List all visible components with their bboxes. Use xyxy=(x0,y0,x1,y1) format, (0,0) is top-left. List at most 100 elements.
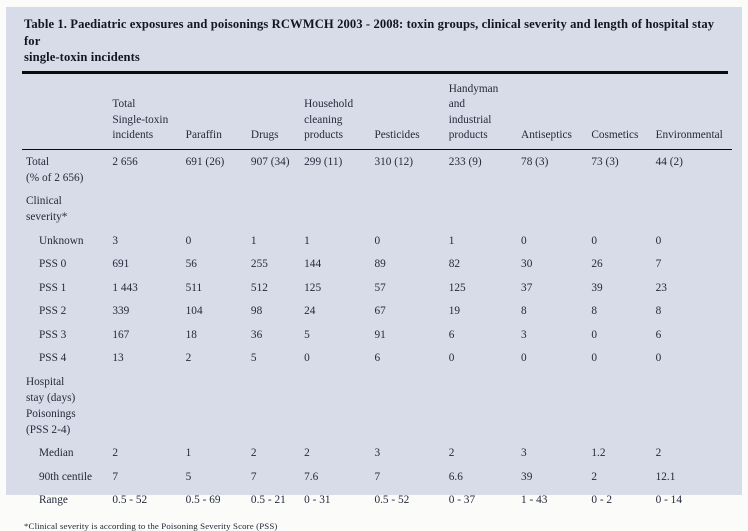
table-row: PSS 1 1 443 511 512 125 57 125 37 39 23 xyxy=(22,276,732,300)
title-rule xyxy=(22,70,728,74)
table-cell: 1.2 xyxy=(591,447,606,460)
row-label: PSS 0 xyxy=(39,258,67,271)
table-cell: 0 xyxy=(521,234,527,247)
table-cell: 5 xyxy=(250,352,257,365)
table-row: Range 0.5 - 52 0.5 - 69 0.5 - 21 0 - 31 0.5 -… xyxy=(22,488,732,512)
table-cell xyxy=(372,189,446,229)
table-row: 90th centile 7 5 7 7.6 7 6.6 39 2 12.1 xyxy=(22,465,732,489)
table-cell: 91 xyxy=(374,328,386,341)
table-cell: 30 xyxy=(521,258,533,271)
table-cell: 0 xyxy=(374,234,381,247)
header-cell-rowlabel xyxy=(22,73,111,150)
table-cell: 0 - 2 xyxy=(591,494,613,507)
table-cell: 0 xyxy=(591,234,597,247)
table-panel-inner: Table 1. Paediatric exposures and poison… xyxy=(6,7,742,531)
row-label: Clinical severity* xyxy=(26,195,68,224)
table-cell: 44 (2) xyxy=(655,155,683,168)
table-cell xyxy=(110,189,183,229)
table-cell: 1 xyxy=(185,447,192,460)
table-cell: 2 xyxy=(448,447,455,460)
table-cell: 691 xyxy=(112,258,130,271)
table-row: Median 2 1 2 2 3 2 3 1.2 2 xyxy=(22,441,732,465)
table-cell: 13 xyxy=(112,352,124,365)
table-cell: 7.6 xyxy=(304,470,319,483)
table-cell: 0.5 - 69 xyxy=(185,494,221,507)
table-cell: 36 xyxy=(250,328,263,341)
table-cell: 7 xyxy=(655,258,662,271)
section-row: Hospital stay (days) Poisonings (PSS 2-4… xyxy=(22,370,732,442)
table-cell: 6 xyxy=(655,328,662,341)
table-cell: 0.5 - 21 xyxy=(250,494,286,507)
row-label: Total (% of 2 656) xyxy=(26,155,84,184)
table-cell xyxy=(654,370,732,442)
table-cell: 7 xyxy=(374,470,381,483)
table-cell: 0 - 14 xyxy=(655,494,682,507)
table-cell: 2 xyxy=(304,447,310,460)
table-cell: 5 xyxy=(185,470,192,483)
table-cell xyxy=(302,370,372,442)
table-cell xyxy=(249,189,302,229)
table-cell: 167 xyxy=(112,328,130,341)
table-cell: 26 xyxy=(591,258,603,271)
table-cell: 1 443 xyxy=(112,281,138,294)
table-cell: 339 xyxy=(112,305,130,318)
table-cell: 8 xyxy=(655,305,662,318)
table-cell: 125 xyxy=(448,281,466,294)
table-cell: 39 xyxy=(521,470,533,483)
table-cell: 73 (3) xyxy=(591,155,619,168)
table-cell: 3 xyxy=(112,234,119,247)
table-row: PSS 3 167 18 36 5 91 6 3 0 6 xyxy=(22,323,732,347)
table-cell xyxy=(589,370,653,442)
table-cell: 37 xyxy=(521,281,533,294)
table-cell: 1 xyxy=(448,234,455,247)
table-cell xyxy=(184,370,249,442)
table-cell xyxy=(519,370,589,442)
toxin-table-body: Total (% of 2 656) 2 656 691 (26) 907 (34) 2… xyxy=(22,149,732,512)
toxin-table: Total Single-toxin incidents Paraffin Dr… xyxy=(22,73,732,512)
row-label: Range xyxy=(39,494,68,507)
table-panel: Table 1. Paediatric exposures and poison… xyxy=(6,7,742,531)
table-cell: 3 xyxy=(521,328,527,341)
table-cell: 2 xyxy=(185,352,192,365)
table-cell: 907 (34) xyxy=(250,155,290,168)
table-cell: 1 - 43 xyxy=(521,494,548,507)
row-label: Unknown xyxy=(39,234,84,247)
table-cell: 299 (11) xyxy=(304,155,343,168)
table-cell: 2 xyxy=(655,447,662,460)
table-cell: 18 xyxy=(185,328,197,341)
table-cell: 89 xyxy=(374,258,386,271)
table-cell: 0 xyxy=(448,352,455,365)
table-cell xyxy=(110,370,183,442)
table-cell: 0 xyxy=(185,234,192,247)
table-cell: 2 656 xyxy=(112,155,138,168)
table-cell: 6.6 xyxy=(448,470,463,483)
table-cell: 6 xyxy=(448,328,455,341)
row-label: PSS 1 xyxy=(39,281,67,294)
header-cell-cosmetics: Cosmetics xyxy=(589,73,654,150)
table-cell: 691 (26) xyxy=(185,155,225,168)
table-cell: 78 (3) xyxy=(521,155,549,168)
row-label: 90th centile xyxy=(39,470,93,483)
table-cell: 0 xyxy=(655,234,662,247)
table-cell: 82 xyxy=(448,258,461,271)
row-label: PSS 4 xyxy=(39,352,67,365)
header-cell-handyman: Handyman and industrial products xyxy=(446,73,520,150)
table-cell: 1 xyxy=(304,234,310,247)
table-cell xyxy=(447,370,519,442)
table-cell xyxy=(654,189,732,229)
table-cell: 104 xyxy=(185,305,203,318)
table-row: Unknown 3 0 1 1 0 1 0 0 0 xyxy=(22,229,732,253)
table-cell xyxy=(519,189,589,229)
header-cell-pesticides: Pesticides xyxy=(372,73,447,150)
row-label: PSS 3 xyxy=(39,328,67,341)
table-cell: 98 xyxy=(250,305,263,318)
table-cell xyxy=(447,189,519,229)
table-row: PSS 4 13 2 5 0 6 0 0 0 0 xyxy=(22,346,732,370)
table-cell: 512 xyxy=(250,281,268,294)
table-row: PSS 0 691 56 255 144 89 82 30 26 7 xyxy=(22,252,732,276)
header-row: Total Single-toxin incidents Paraffin Dr… xyxy=(22,73,732,150)
table-cell xyxy=(372,370,446,442)
header-cell-household: Household cleaning products xyxy=(302,73,373,150)
table-cell: 0 xyxy=(591,328,597,341)
table-cell: 0.5 - 52 xyxy=(374,494,410,507)
